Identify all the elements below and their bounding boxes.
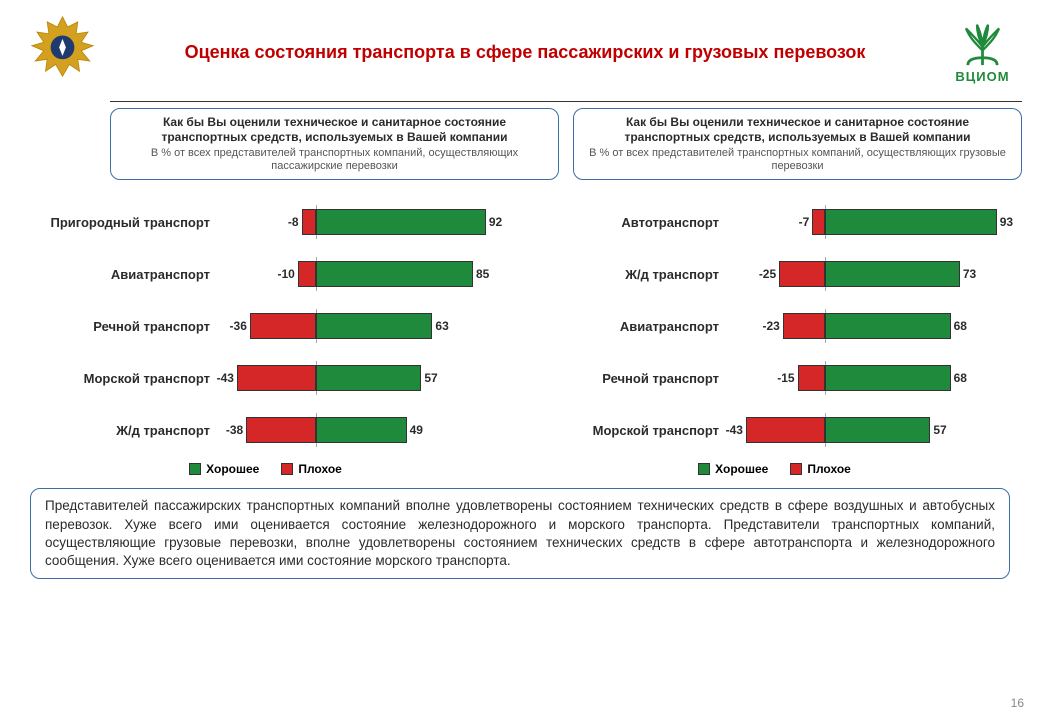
- panel-right-title: Как бы Вы оценили техническое и санитарн…: [584, 115, 1011, 145]
- header: Оценка состояния транспорта в сфере пасс…: [0, 0, 1040, 95]
- bar-positive: 73: [825, 261, 960, 287]
- bar-positive: 85: [316, 261, 473, 287]
- value-negative: -25: [759, 267, 776, 281]
- bar-negative: -8: [302, 209, 317, 235]
- row-label: Речной транспорт: [527, 371, 727, 386]
- value-positive: 57: [933, 423, 946, 437]
- legend-bad: Плохое: [281, 462, 342, 476]
- question-panels: Как бы Вы оценили техническое и санитарн…: [0, 108, 1040, 180]
- legend-bad: Плохое: [790, 462, 851, 476]
- chart-row: Авиатранспорт-2368: [527, 300, 1022, 352]
- bar-negative: -38: [246, 417, 316, 443]
- value-negative: -7: [799, 215, 810, 229]
- page-number: 16: [1011, 696, 1024, 710]
- panel-right: Как бы Вы оценили техническое и санитарн…: [573, 108, 1022, 180]
- value-positive: 63: [435, 319, 448, 333]
- emblem-icon: [20, 10, 105, 95]
- chart-row: Ж/д транспорт-2573: [527, 248, 1022, 300]
- row-label: Автотранспорт: [527, 215, 727, 230]
- value-negative: -43: [217, 371, 234, 385]
- value-positive: 93: [1000, 215, 1013, 229]
- vciom-logo: ВЦИОМ: [945, 21, 1020, 84]
- value-negative: -43: [726, 423, 743, 437]
- panel-left-title: Как бы Вы оценили техническое и санитарн…: [121, 115, 548, 145]
- value-positive: 49: [410, 423, 423, 437]
- bar-positive: 68: [825, 365, 950, 391]
- chart-passenger: Пригородный транспорт-892Авиатранспорт-1…: [18, 196, 513, 476]
- row-label: Речной транспорт: [18, 319, 218, 334]
- legend-good: Хорошее: [698, 462, 768, 476]
- value-positive: 68: [954, 371, 967, 385]
- bar-positive: 63: [316, 313, 432, 339]
- footer-summary: Представителей пассажирских транспортных…: [30, 488, 1010, 579]
- value-positive: 68: [954, 319, 967, 333]
- value-negative: -36: [230, 319, 247, 333]
- value-positive: 57: [424, 371, 437, 385]
- bar-positive: 93: [825, 209, 996, 235]
- value-negative: -10: [277, 267, 294, 281]
- value-negative: -23: [763, 319, 780, 333]
- row-label: Авиатранспорт: [527, 319, 727, 334]
- bar-negative: -43: [237, 365, 316, 391]
- value-positive: 85: [476, 267, 489, 281]
- chart-cargo: Автотранспорт-793Ж/д транспорт-2573Авиат…: [527, 196, 1022, 476]
- header-divider: [110, 101, 1022, 102]
- panel-left: Как бы Вы оценили техническое и санитарн…: [110, 108, 559, 180]
- bar-positive: 49: [316, 417, 406, 443]
- bar-group: -793: [727, 209, 1022, 235]
- bar-group: -3663: [218, 313, 513, 339]
- chart-legend: Хорошее Плохое: [18, 462, 513, 476]
- bar-group: -2368: [727, 313, 1022, 339]
- chart-row: Морской транспорт-4357: [18, 352, 513, 404]
- chart-row: Авиатранспорт-1085: [18, 248, 513, 300]
- bar-negative: -15: [798, 365, 826, 391]
- bar-positive: 68: [825, 313, 950, 339]
- legend-good: Хорошее: [189, 462, 259, 476]
- chart-row: Речной транспорт-1568: [527, 352, 1022, 404]
- row-label: Морской транспорт: [18, 371, 218, 386]
- value-negative: -15: [777, 371, 794, 385]
- chart-row: Речной транспорт-3663: [18, 300, 513, 352]
- bar-group: -4357: [218, 365, 513, 391]
- chart-row: Пригородный транспорт-892: [18, 196, 513, 248]
- bar-group: -2573: [727, 261, 1022, 287]
- page-title: Оценка состояния транспорта в сфере пасс…: [105, 42, 945, 63]
- vciom-label: ВЦИОМ: [945, 69, 1020, 84]
- bar-group: -1085: [218, 261, 513, 287]
- chart-row: Автотранспорт-793: [527, 196, 1022, 248]
- value-negative: -38: [226, 423, 243, 437]
- bar-positive: 92: [316, 209, 486, 235]
- chart-legend: Хорошее Плохое: [527, 462, 1022, 476]
- value-negative: -8: [288, 215, 299, 229]
- bar-positive: 57: [825, 417, 930, 443]
- value-positive: 73: [963, 267, 976, 281]
- row-label: Пригородный транспорт: [18, 215, 218, 230]
- row-label: Авиатранспорт: [18, 267, 218, 282]
- charts-container: Пригородный транспорт-892Авиатранспорт-1…: [0, 180, 1040, 476]
- row-label: Морской транспорт: [527, 423, 727, 438]
- bar-negative: -25: [779, 261, 825, 287]
- chart-row: Ж/д транспорт-3849: [18, 404, 513, 456]
- bar-group: -1568: [727, 365, 1022, 391]
- bar-negative: -43: [746, 417, 825, 443]
- value-positive: 92: [489, 215, 502, 229]
- bar-negative: -10: [298, 261, 316, 287]
- bar-positive: 57: [316, 365, 421, 391]
- bar-group: -892: [218, 209, 513, 235]
- panel-right-sub: В % от всех представителей транспортных …: [584, 147, 1011, 173]
- bar-negative: -23: [783, 313, 825, 339]
- row-label: Ж/д транспорт: [18, 423, 218, 438]
- chart-row: Морской транспорт-4357: [527, 404, 1022, 456]
- row-label: Ж/д транспорт: [527, 267, 727, 282]
- bar-negative: -36: [250, 313, 316, 339]
- bar-group: -3849: [218, 417, 513, 443]
- panel-left-sub: В % от всех представителей транспортных …: [121, 147, 548, 173]
- bar-group: -4357: [727, 417, 1022, 443]
- bar-negative: -7: [812, 209, 825, 235]
